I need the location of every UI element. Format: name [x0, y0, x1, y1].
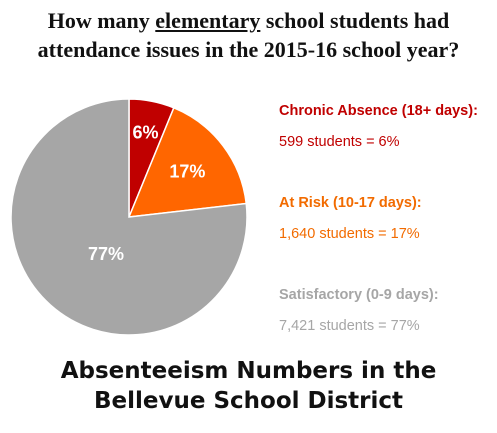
- pie-label-satisfactory: 77%: [88, 244, 124, 264]
- legend-item-satisfactory: Satisfactory (0-9 days): 7,421 students …: [279, 285, 439, 336]
- legend-label-chronic-absence: Chronic Absence (18+ days):: [279, 103, 478, 119]
- title-text-post: school students had: [260, 8, 450, 33]
- legend-item-chronic-absence: Chronic Absence (18+ days): 599 students…: [279, 101, 478, 152]
- pie-slice-at-risk: [127, 106, 248, 218]
- chart-title-line-1: How many elementary school students had: [0, 6, 497, 35]
- legend-detail-satisfactory: 7,421 students = 77%: [279, 318, 420, 334]
- pie-label-chronic-absence: 6%: [132, 122, 158, 142]
- title-text-underlined: elementary: [155, 8, 261, 33]
- bottom-title: Absenteeism Numbers in the Bellevue Scho…: [0, 356, 497, 416]
- pie-slice-satisfactory: [10, 98, 248, 336]
- bottom-title-line-2: Bellevue School District: [93, 388, 404, 414]
- legend-detail-at-risk: 1,640 students = 17%: [279, 226, 420, 242]
- pie-label-at-risk: 17%: [169, 162, 205, 182]
- bottom-title-line-1: Absenteeism Numbers in the: [60, 358, 437, 384]
- legend-label-at-risk: At Risk (10-17 days):: [279, 195, 422, 211]
- chart-title-line-2: attendance issues in the 2015-16 school …: [37, 37, 460, 62]
- legend-item-at-risk: At Risk (10-17 days): 1,640 students = 1…: [279, 193, 422, 244]
- legend-detail-chronic-absence: 599 students = 6%: [279, 134, 400, 150]
- title-text-pre: How many: [47, 8, 156, 33]
- chart-title: How many elementary school students had …: [0, 6, 497, 64]
- legend-label-satisfactory: Satisfactory (0-9 days):: [279, 287, 439, 303]
